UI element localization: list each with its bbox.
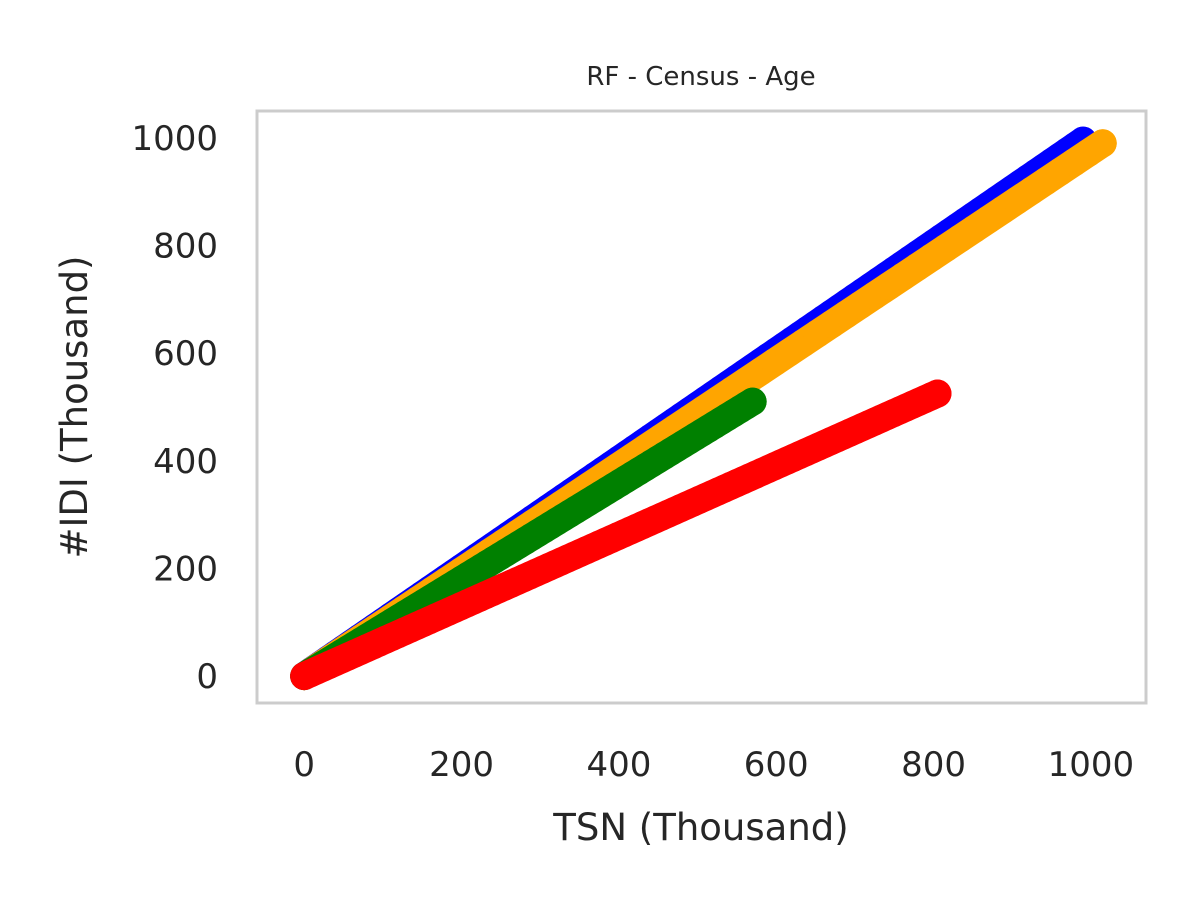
y-tick-label: 1000: [131, 119, 218, 159]
y-tick-label: 0: [196, 657, 218, 697]
y-tick-label: 800: [153, 227, 218, 267]
y-axis-ticks: 0 200 400 600 800 1000: [131, 119, 218, 697]
x-axis-ticks: 0 200 400 600 800 1000: [293, 745, 1134, 785]
x-tick-label: 600: [744, 745, 809, 785]
x-tick-label: 200: [429, 745, 494, 785]
y-tick-label: 400: [153, 442, 218, 482]
x-tick-label: 800: [901, 745, 966, 785]
chart-title: RF - Census - Age: [586, 62, 815, 92]
x-axis-label: TSN (Thousand): [552, 806, 848, 849]
x-tick-label: 1000: [1048, 745, 1135, 785]
data-point: [1088, 129, 1117, 158]
x-tick-label: 400: [586, 745, 651, 785]
data-point: [923, 379, 952, 408]
plot-area: [255, 109, 1148, 705]
series-3: [290, 379, 952, 691]
data-series-layer: [290, 126, 1117, 691]
y-tick-label: 600: [153, 334, 218, 374]
data-point: [738, 387, 767, 416]
y-axis-label: #IDI (Thousand): [53, 256, 96, 559]
x-tick-label: 0: [293, 745, 315, 785]
y-tick-label: 200: [153, 549, 218, 589]
